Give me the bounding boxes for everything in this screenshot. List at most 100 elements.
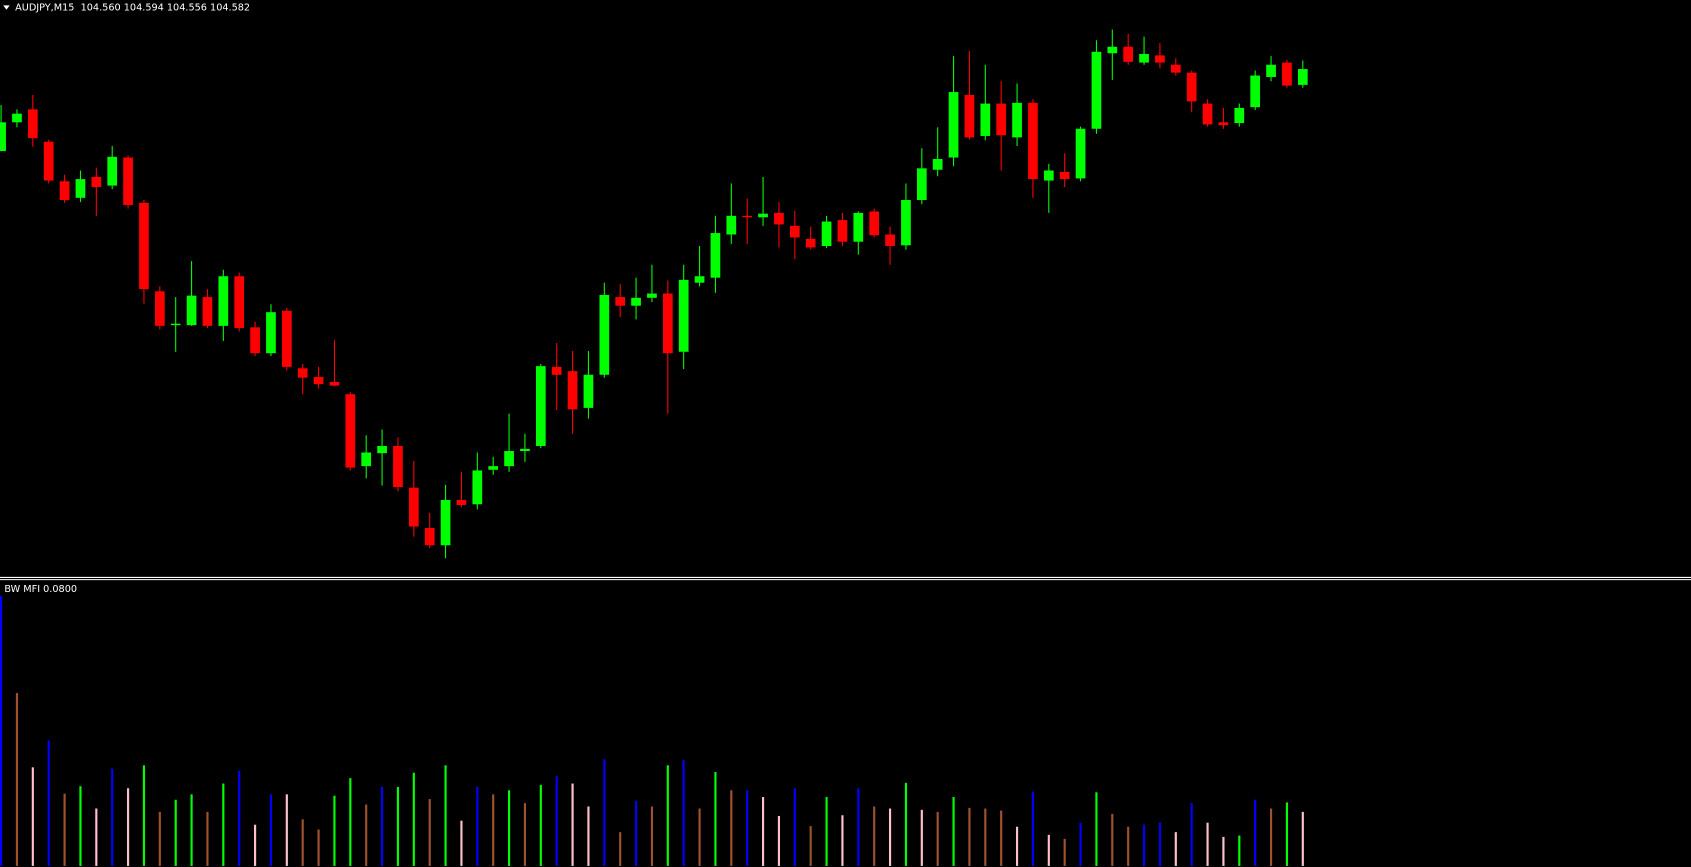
mfi-bar [95, 808, 98, 866]
mfi-bar [698, 808, 701, 866]
mfi-bar [1206, 822, 1209, 866]
mfi-bar [904, 782, 908, 866]
mfi-bar [984, 808, 987, 866]
candle-body [1043, 170, 1054, 181]
candle-body [742, 215, 753, 218]
candle-body [869, 211, 880, 236]
candle-body [1186, 72, 1197, 102]
candle-body [313, 376, 324, 385]
mfi-bar [0, 595, 3, 866]
mfi-bar [1238, 835, 1241, 866]
candle-body [218, 276, 229, 326]
candle-body [1266, 64, 1276, 77]
candle-body [647, 293, 657, 298]
indicator-header: BW MFI 0.0800 [4, 584, 77, 595]
mfi-bar [1174, 832, 1177, 866]
candle-body [91, 176, 102, 188]
candle-body [520, 448, 530, 452]
mfi-bar [174, 799, 177, 866]
candle-body [504, 451, 514, 467]
candle-body [535, 366, 546, 446]
mfi-bar [1127, 826, 1130, 866]
candle-body [202, 297, 213, 326]
mfi-bar [920, 809, 923, 866]
mfi-bar [793, 788, 796, 866]
candle-body [123, 157, 133, 206]
mfi-bar [952, 797, 955, 866]
mfi-bar [15, 693, 19, 866]
candle-body [1059, 171, 1070, 180]
candle-body [345, 394, 356, 468]
candle-body [631, 297, 641, 306]
mfi-bar [634, 801, 638, 866]
mfi-bar [317, 829, 320, 866]
candle-body [250, 327, 260, 354]
candle-body [393, 445, 403, 488]
mfi-bar [825, 797, 828, 866]
mfi-bar [142, 765, 146, 866]
candle-body [456, 499, 467, 505]
candle-body [821, 221, 832, 247]
candle-body [361, 452, 372, 467]
candle-body [678, 279, 689, 352]
menu-triangle[interactable] [3, 5, 10, 10]
mfi-bar [1095, 792, 1098, 866]
candle-body [916, 168, 927, 200]
candle-body [1234, 107, 1245, 124]
candle-body [1012, 102, 1022, 138]
candle-body [551, 366, 562, 375]
mfi-bar [809, 826, 812, 866]
candle-body [726, 215, 737, 235]
mfi-bar [396, 786, 400, 866]
candle-body [1155, 55, 1165, 63]
candle-body [710, 233, 721, 278]
mfi-bar [857, 788, 860, 866]
candle-body [1297, 69, 1308, 85]
candle-body [297, 368, 308, 378]
candle-body [488, 466, 499, 470]
mfi-bar [412, 772, 415, 866]
candle-body [27, 109, 38, 139]
candle-body [266, 312, 276, 354]
candle-body [1028, 102, 1038, 180]
mfi-bar [460, 820, 463, 866]
mfi-bar [507, 790, 511, 866]
candle-body [234, 276, 245, 329]
mfi-bar [31, 767, 34, 866]
mfi-bar [1031, 791, 1035, 866]
mfi-bar [682, 759, 685, 866]
candle-body [0, 122, 6, 152]
mfi-bar [587, 806, 590, 866]
candle-body [694, 276, 705, 283]
mfi-bar [761, 797, 765, 866]
candle-body [901, 199, 911, 246]
mfi-bar [238, 770, 241, 866]
candle-body [186, 295, 197, 326]
mfi-bar [158, 811, 161, 866]
candle-body [329, 381, 340, 386]
mfi-bar [111, 768, 114, 866]
mfi-bar [539, 784, 542, 866]
candle-body [964, 94, 975, 138]
mfi-bar [63, 793, 66, 866]
mfi-bar [253, 824, 257, 866]
candle-body [1282, 62, 1292, 86]
candle-body [615, 297, 626, 306]
mfi-bar [349, 778, 352, 866]
candle-body [599, 294, 610, 375]
candle-body [1123, 46, 1134, 62]
mfi-bar [365, 804, 368, 866]
candle-body [980, 103, 991, 136]
candle-body [107, 156, 118, 186]
candle-body [377, 445, 387, 454]
mfi-bar [269, 794, 273, 866]
candle-body [1170, 64, 1181, 73]
mfi-bar [888, 808, 892, 866]
mfi-bar [873, 806, 876, 866]
candle-body [75, 179, 86, 198]
mfi-bar [190, 794, 193, 866]
mfi-bar [1000, 810, 1003, 866]
mfi-bar [1222, 836, 1225, 866]
candle-body [789, 225, 800, 238]
